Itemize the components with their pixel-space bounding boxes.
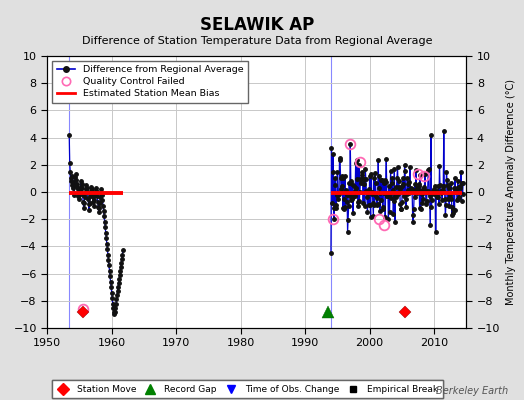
- Y-axis label: Monthly Temperature Anomaly Difference (°C): Monthly Temperature Anomaly Difference (…: [506, 79, 516, 305]
- Text: SELAWIK AP: SELAWIK AP: [200, 16, 314, 34]
- Text: Berkeley Earth: Berkeley Earth: [436, 386, 508, 396]
- Legend: Station Move, Record Gap, Time of Obs. Change, Empirical Break: Station Move, Record Gap, Time of Obs. C…: [52, 380, 443, 398]
- Text: Difference of Station Temperature Data from Regional Average: Difference of Station Temperature Data f…: [82, 36, 432, 46]
